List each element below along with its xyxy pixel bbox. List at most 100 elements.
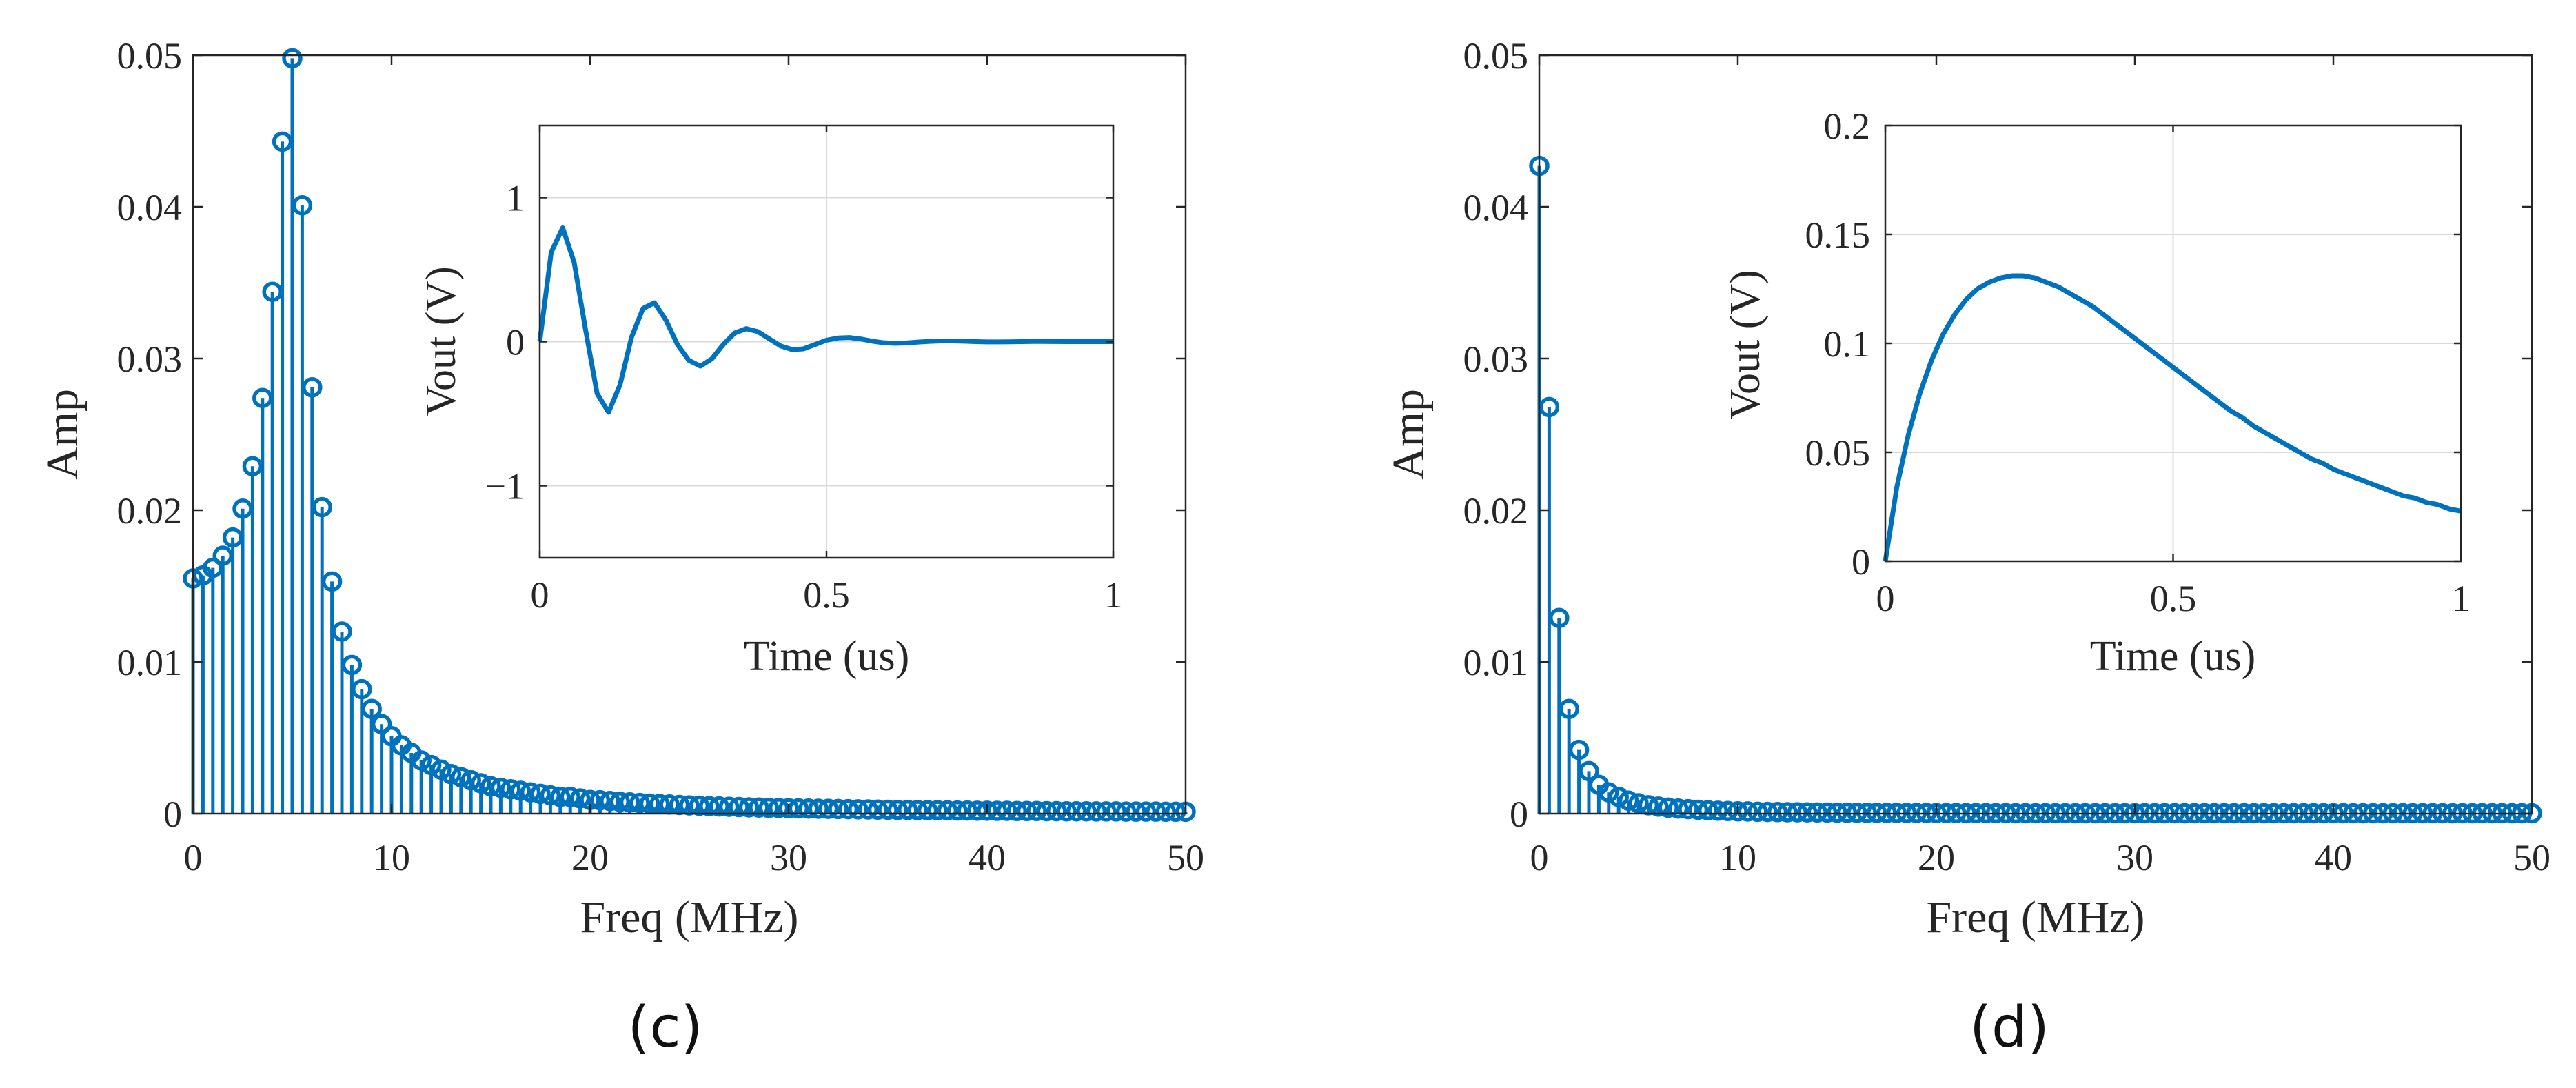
stem-marker bbox=[569, 788, 591, 809]
inset-x-tick-label: 0.5 bbox=[2150, 578, 2197, 619]
x-tick-label: 0 bbox=[1530, 837, 1549, 878]
stem-marker bbox=[411, 750, 432, 771]
stem-marker bbox=[1717, 800, 1738, 822]
panel-c-inset-y-axis-label: Vout (V) bbox=[418, 266, 465, 416]
panel-c-inset-plot: 0 0.5 1 −1 0 1 Time (us) Vout (V) bbox=[418, 124, 1123, 680]
stem-marker bbox=[1115, 801, 1137, 822]
stem-marker bbox=[798, 798, 819, 819]
stem-marker bbox=[540, 785, 561, 806]
stem-marker bbox=[838, 798, 859, 820]
inset-y-tick-label: −1 bbox=[485, 466, 525, 507]
stem-marker bbox=[262, 281, 283, 302]
stem-marker bbox=[867, 799, 889, 820]
panel-c-inset-ticks: 0 0.5 1 −1 0 1 bbox=[485, 125, 1123, 616]
stem-marker bbox=[1667, 798, 1689, 819]
stem-marker bbox=[1797, 802, 1818, 823]
stem-marker bbox=[520, 782, 541, 803]
stem-marker bbox=[550, 787, 571, 807]
y-tick-label: 0 bbox=[1510, 794, 1528, 835]
y-tick-label: 0.05 bbox=[117, 35, 183, 77]
stem-marker bbox=[1539, 396, 1560, 418]
stem-marker bbox=[1579, 760, 1599, 782]
y-tick-label: 0.05 bbox=[1463, 35, 1529, 77]
stem-marker bbox=[1787, 802, 1808, 823]
stem-marker bbox=[749, 797, 769, 818]
stem-marker bbox=[1016, 800, 1037, 822]
stem-marker bbox=[947, 800, 968, 821]
stem-marker bbox=[927, 800, 948, 820]
stem-marker bbox=[1146, 801, 1166, 822]
stem-marker bbox=[252, 387, 273, 408]
stem-marker bbox=[1126, 801, 1146, 822]
panel-d-inset-plot: 0 0.5 1 0 0.05 0.1 0.15 0.2 Time (us) Vout (V) bbox=[1722, 105, 2471, 680]
stem-marker bbox=[1628, 793, 1649, 814]
x-tick-label: 30 bbox=[770, 837, 807, 878]
stem-marker bbox=[292, 195, 313, 216]
stem-marker bbox=[629, 792, 650, 814]
panel-c-label: (c) bbox=[627, 995, 702, 1060]
stem-marker bbox=[1056, 800, 1077, 822]
stem-marker bbox=[1599, 782, 1619, 803]
stem-marker bbox=[828, 798, 849, 820]
x-tick-label: 0 bbox=[184, 837, 203, 878]
stem-marker bbox=[1698, 800, 1718, 820]
stem-marker bbox=[1757, 801, 1778, 823]
panel-d-inset-y-axis-label: Vout (V) bbox=[1722, 270, 1769, 420]
panel-d-y-axis-label: Amp bbox=[1383, 389, 1434, 480]
stem-marker bbox=[212, 545, 233, 566]
stem-marker bbox=[440, 764, 462, 785]
stem-marker bbox=[1836, 802, 1858, 823]
stem-marker bbox=[1086, 801, 1107, 822]
stem-marker bbox=[1648, 796, 1669, 817]
stem-marker bbox=[530, 783, 551, 805]
panel-c-inset-waveform bbox=[537, 225, 1113, 415]
stem-marker bbox=[1036, 800, 1057, 822]
y-tick-label: 0.01 bbox=[1463, 642, 1529, 683]
stem-marker bbox=[997, 800, 1017, 821]
inset-y-tick-label: 0.2 bbox=[1824, 105, 1871, 147]
stem-marker bbox=[639, 793, 660, 814]
x-tick-label: 50 bbox=[2513, 837, 2550, 878]
stem-marker bbox=[341, 654, 363, 676]
stem-marker bbox=[1816, 802, 1838, 823]
inset-x-tick-label: 0.5 bbox=[803, 574, 850, 616]
stem-marker bbox=[282, 48, 303, 69]
y-tick-label: 0.03 bbox=[117, 339, 183, 380]
stem-marker bbox=[1006, 800, 1027, 822]
y-tick-label: 0.02 bbox=[1463, 490, 1529, 532]
stem-marker bbox=[917, 800, 938, 820]
x-tick-label: 10 bbox=[1719, 837, 1756, 878]
stem-marker bbox=[510, 780, 531, 801]
y-tick-label: 0.04 bbox=[1463, 187, 1529, 228]
stem-marker bbox=[302, 377, 323, 398]
stem-marker bbox=[1807, 802, 1827, 823]
x-tick-label: 40 bbox=[2315, 837, 2352, 878]
stem-marker bbox=[1155, 801, 1176, 823]
stem-marker bbox=[1707, 800, 1728, 821]
y-tick-label: 0.03 bbox=[1463, 339, 1529, 380]
x-tick-label: 30 bbox=[2116, 837, 2153, 878]
inset-x-tick-label: 0 bbox=[531, 574, 549, 616]
stem-marker bbox=[321, 571, 343, 592]
stem-marker bbox=[986, 800, 1008, 821]
stem-marker bbox=[1026, 800, 1047, 822]
stem-marker bbox=[1106, 801, 1126, 822]
x-tick-label: 20 bbox=[1918, 837, 1955, 878]
stem-marker bbox=[1618, 790, 1639, 812]
panel-c-y-axis-label: Amp bbox=[37, 389, 88, 480]
stem-marker bbox=[778, 798, 799, 819]
stem-marker bbox=[1727, 800, 1748, 822]
stem-marker bbox=[272, 131, 293, 152]
stem-marker bbox=[1076, 800, 1097, 822]
stem-marker bbox=[480, 776, 501, 797]
stem-marker bbox=[966, 800, 988, 821]
y-tick-label: 0.01 bbox=[117, 642, 183, 683]
stem-marker bbox=[619, 792, 640, 813]
panel-c-axes-box bbox=[192, 54, 1187, 815]
stem-marker bbox=[600, 790, 620, 812]
stem-marker bbox=[490, 777, 511, 798]
panel-d-label: (d) bbox=[1969, 995, 2049, 1060]
